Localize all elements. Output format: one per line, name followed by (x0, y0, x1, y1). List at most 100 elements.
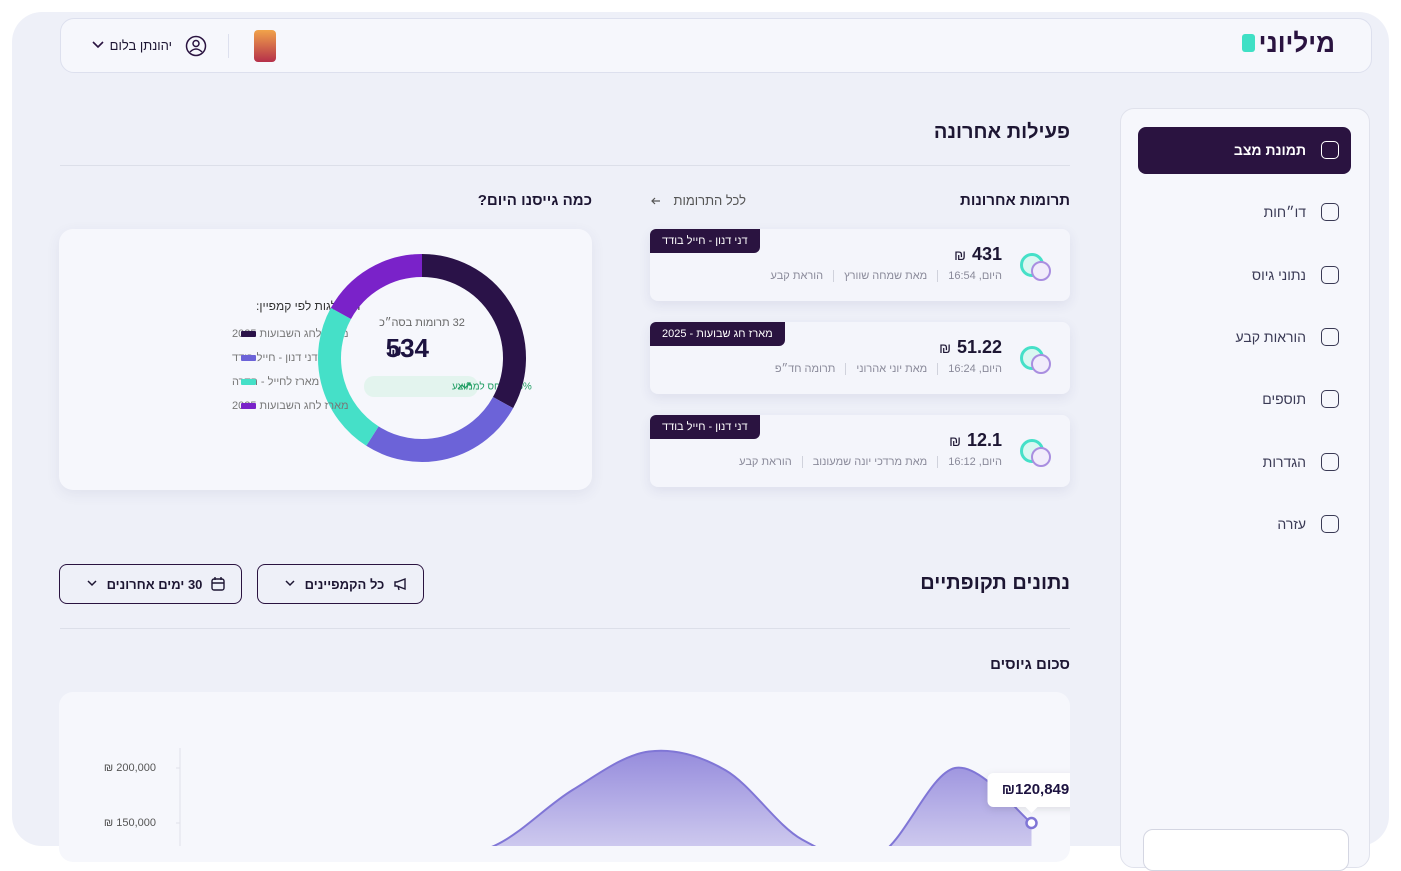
donut-segment (318, 307, 379, 446)
meta: היום, 16:12 מאת מרדכי יונה שמעונוב הוראת ק… (739, 456, 1002, 468)
separator (833, 270, 835, 282)
nav-item[interactable]: עזרה (1277, 515, 1306, 532)
donations-title: תרומות אחרונות (960, 192, 1070, 209)
currency: ₪ (939, 340, 951, 356)
nav-icon (1321, 514, 1339, 533)
user-name[interactable]: יהונתן בלום (109, 38, 172, 53)
y-tick-label: ₪ 200,000 (104, 762, 156, 774)
currency: ₪ (949, 433, 961, 449)
meta: היום, 16:24 מאת יוני אהרוני תרומה חד״פ (775, 363, 1002, 375)
meta-time: היום, 16:54 (948, 270, 1002, 282)
separator (937, 363, 939, 375)
donut-chart: 32 תרומות בסה״כ 534 ₪ 15% ביחס לממוצע הת… (232, 254, 532, 462)
nav-icon (1321, 452, 1339, 471)
arrow-icon (651, 197, 660, 205)
legend-swatch (241, 379, 256, 385)
campaign-filter[interactable]: כל הקמפיינים (257, 564, 424, 604)
campaign-tag: דני דנון - חייל בודד (650, 229, 760, 253)
nav-item[interactable]: הוראות קבע (1235, 328, 1306, 345)
nav-icon (1321, 141, 1339, 159)
trend-badge (364, 376, 478, 397)
today-title: כמה גייסנו היום? (477, 192, 592, 209)
legend-label: מארז לחג השבועות 2025 (232, 327, 349, 340)
header (60, 18, 1372, 73)
meta-time: היום, 16:24 (948, 363, 1002, 375)
chevron (285, 580, 295, 587)
separator (845, 363, 847, 375)
sidebar (1120, 108, 1370, 868)
period-filter[interactable]: 30 ימים אחרונים (59, 564, 242, 604)
total: 534 (386, 333, 430, 363)
tooltip-label: ₪120,849 (1002, 781, 1069, 798)
count-label: 32 תרומות בסה״כ (379, 316, 465, 329)
nav-icon (1321, 265, 1339, 284)
donut-segment (330, 254, 423, 320)
meta: היום, 16:54 מאת שמחה שוורץ הוראת קבע (771, 270, 1002, 282)
donut-segment (366, 396, 514, 462)
divider (228, 34, 229, 58)
amount-row: 12.1 ₪ (949, 430, 1002, 451)
tooltip (987, 773, 1070, 807)
divider (60, 628, 1070, 629)
all-donations-link[interactable]: לכל התרומות (673, 193, 746, 208)
amount: 51.22 (956, 337, 1002, 357)
chart-title: סכום גיוסים (990, 656, 1070, 673)
megaphone-icon (394, 577, 407, 591)
y-tick-label: ₪ 150,000 (104, 817, 156, 829)
section-title: נתונים תקופתיים (920, 572, 1070, 594)
nav-item[interactable]: תמונת מצב (1233, 142, 1306, 158)
trend-icon (457, 382, 471, 390)
sidebar-button[interactable] (1143, 829, 1349, 871)
partner-logo (254, 30, 276, 62)
legend-swatch (241, 355, 256, 361)
currency: ₪ (388, 343, 402, 360)
nav-item[interactable]: נתוני גיוס (1251, 266, 1306, 283)
amount: 431 (971, 244, 1002, 264)
logo-mark (1242, 34, 1255, 52)
campaign-tag: מארז חג שבועות - 2025 (650, 322, 785, 346)
filter-label: 30 ימים אחרונים (106, 576, 203, 592)
nav-icon (1321, 327, 1339, 346)
area-chart: ₪ 150,000 ₪ 200,000 ₪120,849 (104, 748, 1070, 846)
icon-purple (1031, 447, 1051, 467)
logo: מיליוני (1258, 28, 1335, 58)
legend-swatch (241, 331, 256, 337)
highlight-point (1025, 816, 1038, 830)
calendar-icon (211, 577, 226, 591)
tooltip-pointer (1025, 807, 1038, 813)
icon-purple (1031, 354, 1051, 374)
icon-purple (1031, 261, 1051, 281)
currency: ₪ (954, 247, 966, 263)
nav-item[interactable]: דו״חות (1263, 204, 1306, 221)
campaign-tag: דני דנון - חייל בודד (650, 415, 760, 439)
divider (60, 165, 1070, 166)
meta-donor: מאת שמחה שוורץ (844, 270, 928, 282)
meta-donor: מאת יוני אהרוני (856, 363, 928, 375)
amount-row: 51.22 ₪ (939, 337, 1002, 358)
separator (801, 456, 803, 468)
area-line (491, 749, 1033, 846)
nav-icon (1321, 203, 1339, 222)
meta-kind: הוראת קבע (739, 456, 792, 468)
chevron (87, 580, 97, 587)
nav-item[interactable]: תוספים (1262, 391, 1306, 408)
legend-swatch (241, 403, 256, 409)
separator (937, 270, 939, 282)
meta-kind: תרומה חד״פ (774, 363, 836, 375)
amount: 12.1 (966, 430, 1002, 450)
area-fill (493, 750, 1032, 846)
nav-icon (1321, 390, 1339, 409)
amount-row: 431 ₪ (954, 244, 1002, 265)
separator (937, 456, 939, 468)
filter-label: כל הקמפיינים (304, 576, 385, 592)
donut-segment (421, 254, 526, 409)
section-title: פעילות אחרונה (933, 121, 1070, 143)
meta-donor: מאת מרדכי יונה שמעונוב (812, 456, 928, 468)
user-icons (92, 35, 207, 57)
nav-item[interactable]: הגדרות (1262, 453, 1306, 470)
nav-active (1138, 127, 1351, 174)
legend-label: מארז לחג השבועות 2025 (232, 399, 349, 412)
meta-time: היום, 16:12 (948, 456, 1002, 468)
meta-kind: הוראת קבע (770, 270, 824, 282)
